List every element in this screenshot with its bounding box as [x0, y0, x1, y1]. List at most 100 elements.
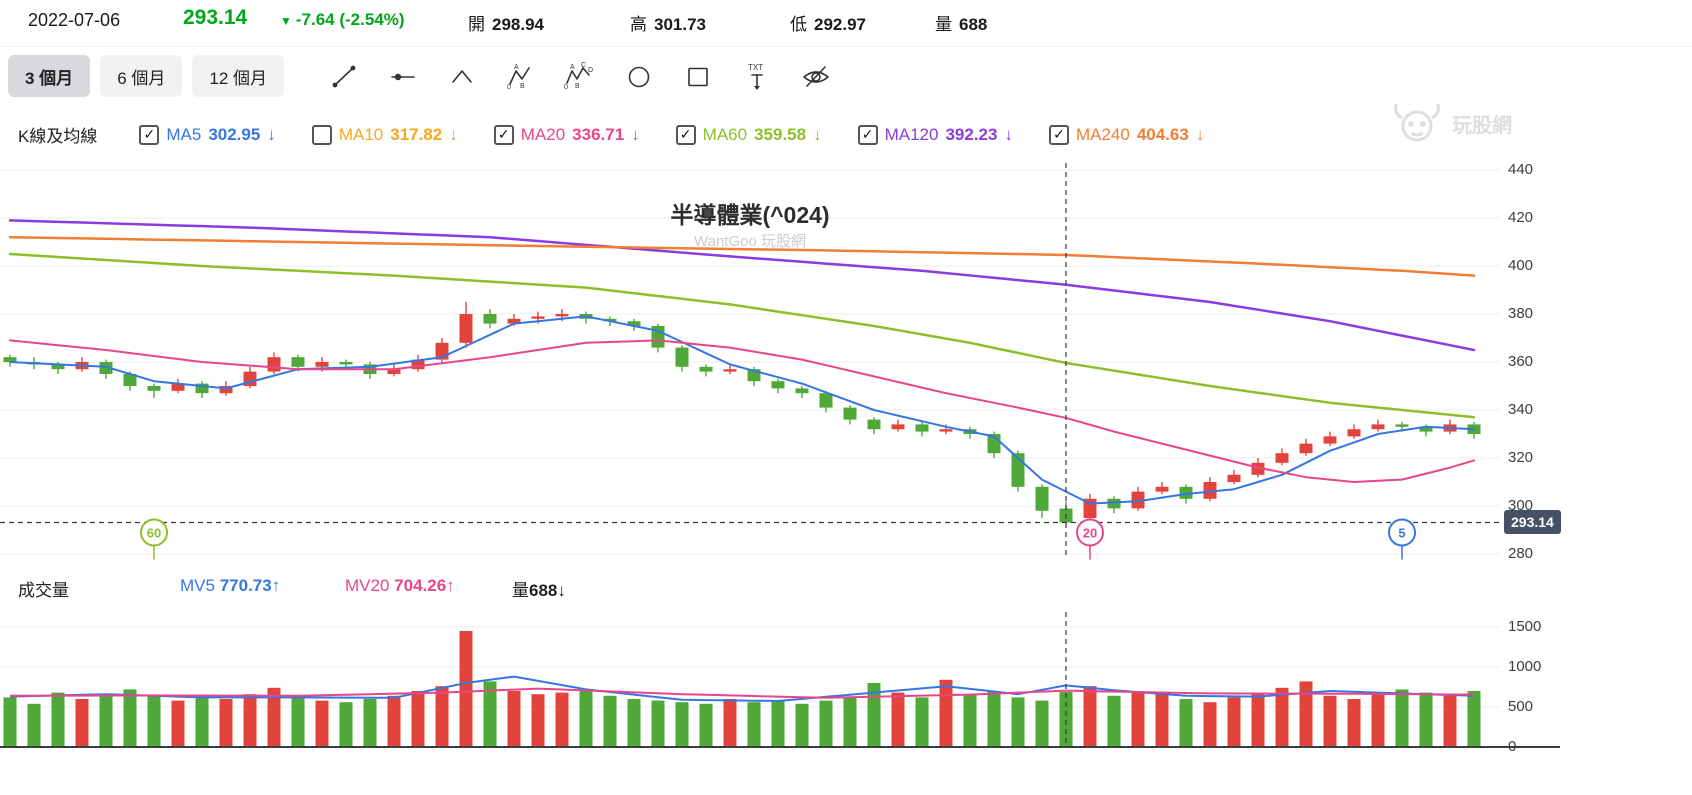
svg-text:A: A	[514, 64, 519, 71]
indicator-toggle-ma120[interactable]: ✓ MA120 392.23 ↓	[857, 124, 1013, 145]
checked-checkbox-icon[interactable]: ✓	[493, 124, 514, 145]
angle-tool[interactable]	[446, 60, 478, 92]
last-price-badge: 293.14	[1504, 510, 1561, 535]
checked-checkbox-icon[interactable]: ✓	[139, 124, 160, 145]
volume-title: 成交量	[18, 581, 69, 600]
down-arrow-icon: ↓	[631, 124, 640, 144]
wantgoo-logo: 玩股網	[1388, 100, 1512, 146]
down-arrow-icon: ↓	[267, 124, 276, 144]
down-arrow-icon: ↓	[449, 124, 458, 144]
checked-checkbox-icon[interactable]: ✓	[1048, 124, 1069, 145]
checked-checkbox-icon[interactable]: ✓	[857, 124, 878, 145]
indicator-toggle-ma10[interactable]: MA10 317.82 ↓	[311, 124, 458, 145]
hide-drawings-tool[interactable]	[800, 60, 832, 92]
quote-header: 2022-07-06 293.14 ▼ -7.64 (-2.54%) 開 298.9…	[0, 0, 1692, 44]
quote-date: 2022-07-06	[28, 10, 121, 30]
volume-header: 成交量 MV5 770.73↑ MV20 704.26↑ 量688↓	[0, 566, 1692, 610]
ma-value: 336.71	[572, 124, 625, 144]
text-tool[interactable]: TXT	[741, 60, 773, 92]
mv-line-mv20	[9, 687, 1475, 699]
abc-pattern-tool[interactable]: A B 0	[505, 60, 537, 92]
svg-text:TXT: TXT	[748, 63, 763, 72]
indicator-toggle-ma240[interactable]: ✓ MA240 404.63 ↓	[1048, 124, 1205, 145]
volume-baseline	[0, 746, 1560, 748]
volume-chart-canvas[interactable]	[0, 612, 1500, 752]
open-quote: 開 298.94	[468, 15, 544, 34]
open-value: 298.94	[492, 15, 544, 34]
ma-line-ma120	[8, 219, 1476, 352]
period-tab-6m[interactable]: 6 個月	[100, 55, 183, 97]
crosshair	[0, 163, 1500, 558]
period-tab-3m[interactable]: 3 個月	[8, 55, 91, 97]
price-chart-canvas[interactable]: 60 20 5	[0, 158, 1500, 566]
price-tick-label: 360	[1508, 353, 1534, 370]
horizontal-ray-tool[interactable]	[387, 60, 419, 92]
svg-text:B: B	[575, 83, 580, 90]
svg-text:0: 0	[507, 84, 511, 90]
price-tick-label: 280	[1508, 545, 1534, 562]
ma20-marker	[1076, 518, 1104, 547]
period-tab-12m[interactable]: 12 個月	[192, 55, 285, 97]
change-text: -7.64 (-2.54%)	[295, 10, 405, 29]
volume-chart[interactable]: 150010005000	[0, 612, 1692, 795]
volume-arrow: ↓	[557, 581, 566, 600]
ma-lines-layer	[8, 219, 1476, 505]
mv-lines-layer	[9, 675, 1475, 702]
indicator-toggle-ma5[interactable]: ✓ MA5 302.95 ↓	[139, 124, 276, 145]
mv20-arrow: ↑	[446, 576, 455, 595]
last-price: 293.14	[183, 6, 248, 29]
ma-label: MA120	[884, 124, 939, 144]
indicator-title: K線及均線	[18, 127, 98, 146]
checked-checkbox-icon[interactable]: ✓	[675, 124, 696, 145]
mv5-arrow: ↑	[271, 576, 281, 595]
mv20-legend[interactable]: MV20 704.26↑	[345, 576, 455, 595]
ma-value: 359.58	[754, 124, 807, 144]
ma5-marker	[1388, 518, 1416, 547]
volume-bars-layer	[3, 631, 1481, 747]
ma-value: 404.63	[1136, 124, 1189, 144]
svg-text:B: B	[520, 83, 525, 90]
ma-line-ma240	[8, 235, 1476, 277]
header-divider	[0, 46, 1692, 47]
price-gridlines	[0, 169, 1500, 555]
low-value: 292.97	[814, 15, 866, 34]
high-quote: 高 301.73	[630, 15, 706, 34]
ma-value: 317.82	[390, 124, 443, 144]
price-tick-label: 340	[1508, 401, 1534, 418]
volume-tick-label: 1000	[1508, 658, 1542, 675]
indicator-toggle-ma20[interactable]: ✓ MA20 336.71 ↓	[493, 124, 640, 145]
indicator-toggle-ma60[interactable]: ✓ MA60 359.58 ↓	[675, 124, 822, 145]
svg-text:D: D	[588, 67, 593, 74]
ma-legend: ✓ MA5 302.95 ↓ MA10 317.82 ↓ ✓ MA20 336.71 ↓ ✓ MA60 3…	[139, 124, 1205, 145]
bull-icon	[1394, 103, 1440, 142]
volume-tick-label: 500	[1508, 698, 1534, 715]
svg-text:60: 60	[147, 525, 161, 540]
down-triangle-icon: ▼	[280, 14, 292, 28]
mv-line-mv5	[9, 675, 1475, 702]
svg-text:C: C	[581, 62, 586, 69]
ma-markers: 60 20 5	[140, 518, 1416, 560]
ellipse-tool[interactable]	[623, 60, 655, 92]
down-arrow-icon: ↓	[1195, 124, 1205, 144]
price-tick-label: 400	[1508, 257, 1534, 274]
price-chart[interactable]: 60 20 5 半導體業(^024) WantGoo 玩股網 440 420 400 38…	[0, 158, 1692, 568]
price-tick-label: 300	[1508, 497, 1534, 514]
svg-text:5: 5	[1398, 525, 1405, 540]
unchecked-checkbox-icon[interactable]	[311, 124, 332, 145]
mv5-legend[interactable]: MV5 770.73↑	[180, 576, 281, 595]
price-tick-label: 380	[1508, 305, 1534, 322]
ma60-marker	[140, 518, 168, 547]
ma-label: MA20	[520, 124, 566, 144]
rectangle-tool[interactable]	[682, 60, 714, 92]
ma-value: 302.95	[208, 124, 261, 144]
ma-line-ma5	[9, 315, 1475, 505]
current-volume-legend: 量688↓	[512, 581, 566, 600]
low-quote: 低 292.97	[790, 15, 866, 34]
trend-line-tool[interactable]	[328, 60, 360, 92]
svg-text:0: 0	[564, 84, 568, 90]
ma-label: MA60	[702, 124, 748, 144]
down-arrow-icon: ↓	[813, 124, 822, 144]
